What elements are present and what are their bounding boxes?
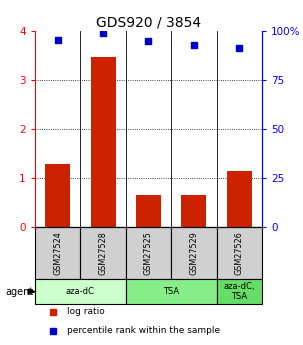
Bar: [45, 164, 70, 227]
Point: [101, 31, 105, 36]
Point: [237, 46, 242, 51]
Bar: [91, 58, 115, 227]
Bar: [80, 227, 126, 279]
Point: [191, 42, 196, 48]
Text: GSM27528: GSM27528: [98, 231, 108, 275]
Bar: [126, 227, 171, 279]
Text: TSA: TSA: [163, 287, 179, 296]
Bar: [171, 227, 217, 279]
Bar: [136, 195, 161, 227]
Text: aza-dC,
TSA: aza-dC, TSA: [224, 282, 255, 301]
Bar: [35, 227, 80, 279]
Bar: [181, 195, 206, 227]
Text: GSM27524: GSM27524: [53, 231, 62, 275]
Point: [146, 38, 151, 43]
Text: GSM27529: GSM27529: [189, 231, 198, 275]
Text: GSM27525: GSM27525: [144, 231, 153, 275]
Bar: [126, 279, 217, 304]
Text: agent: agent: [6, 287, 34, 297]
Title: GDS920 / 3854: GDS920 / 3854: [96, 16, 201, 30]
Text: log ratio: log ratio: [67, 307, 105, 316]
Bar: [227, 170, 252, 227]
Bar: [217, 279, 262, 304]
Bar: [217, 227, 262, 279]
Text: aza-dC: aza-dC: [66, 287, 95, 296]
Text: GSM27526: GSM27526: [235, 231, 244, 275]
Text: percentile rank within the sample: percentile rank within the sample: [67, 326, 220, 335]
Bar: [35, 279, 126, 304]
Point: [55, 37, 60, 43]
